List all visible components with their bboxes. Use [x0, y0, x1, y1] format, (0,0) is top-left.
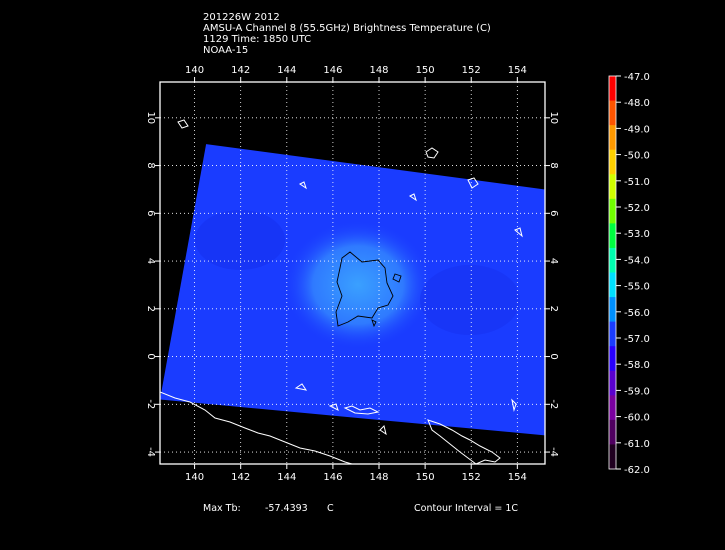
- colorbar-label: -49.0: [624, 124, 650, 135]
- colorbar-segment: [609, 297, 616, 323]
- max-tb-unit: C: [327, 503, 334, 514]
- colorbar: [609, 75, 621, 470]
- colorbar-segment: [609, 247, 616, 273]
- colorbar-label: -47.0: [624, 72, 650, 83]
- lat-label: 10: [145, 111, 156, 124]
- header: 201226W 2012 AMSU-A Channel 8 (55.5GHz) …: [203, 12, 491, 56]
- lon-label: 148: [369, 65, 388, 76]
- satellite-name: NOAA-15: [203, 45, 249, 56]
- lon-label: 144: [277, 65, 296, 76]
- colorbar-segment: [609, 149, 616, 175]
- max-tb-value: -57.4393: [265, 503, 308, 514]
- lat-label: 4: [548, 258, 559, 264]
- product-title: AMSU-A Channel 8 (55.5GHz) Brightness Te…: [203, 23, 491, 34]
- temperature-contour: [371, 319, 377, 328]
- colorbar-label: -48.0: [624, 98, 650, 109]
- coastlines: [160, 119, 523, 464]
- lon-label: 150: [416, 65, 435, 76]
- colorbar-label: -53.0: [624, 229, 650, 240]
- colorbar-label: -60.0: [624, 413, 650, 424]
- temperature-contour: [335, 251, 394, 327]
- colorbar-segment: [609, 272, 616, 298]
- lat-label: -2: [548, 399, 559, 409]
- lat-label: 2: [548, 306, 559, 312]
- cold-patch: [420, 265, 520, 335]
- colorbar-segment: [609, 419, 616, 445]
- lat-label: 0: [548, 353, 559, 359]
- colorbar-segment: [609, 125, 616, 151]
- colorbar-label: -61.0: [624, 439, 650, 450]
- axis-labels: 140 140 142 142 144 144 146 146 148 148 150 150 152 1…: [145, 65, 559, 483]
- lon-label: 152: [462, 65, 481, 76]
- lat-label: 6: [548, 210, 559, 216]
- colorbar-label: -62.0: [624, 465, 650, 476]
- lon-label: 146: [323, 65, 342, 76]
- lat-lon-grid: [160, 82, 545, 464]
- colorbar-label: -51.0: [624, 177, 650, 188]
- lon-label: 140: [185, 472, 204, 483]
- lon-label: 140: [185, 65, 204, 76]
- colorbar-label: -50.0: [624, 151, 650, 162]
- contour-interval: Contour Interval = 1C: [414, 503, 519, 514]
- lat-label: -2: [145, 399, 156, 409]
- colorbar-segment: [609, 76, 616, 102]
- lat-label: 8: [548, 162, 559, 168]
- lat-label: -4: [548, 447, 559, 457]
- colorbar-segment: [609, 346, 616, 372]
- colorbar-frame: [608, 75, 617, 470]
- warm-core: [283, 220, 433, 350]
- colorbar-segment: [609, 370, 616, 396]
- lat-label: -4: [145, 447, 156, 457]
- lon-label: 152: [462, 472, 481, 483]
- lon-label: 146: [323, 472, 342, 483]
- lat-label: 2: [145, 306, 156, 312]
- lon-label: 144: [277, 472, 296, 483]
- max-tb-label: Max Tb:: [203, 503, 241, 514]
- lat-label: 6: [145, 210, 156, 216]
- lon-label: 148: [369, 472, 388, 483]
- colorbar-label: -59.0: [624, 386, 650, 397]
- lat-label: 0: [145, 353, 156, 359]
- lon-label: 154: [508, 65, 527, 76]
- colorbar-labels: -47.0 -48.0 -49.0 -50.0 -51.0 -52.0 -53.0 -54.0…: [624, 72, 650, 476]
- temperature-contour: [392, 273, 402, 283]
- colorbar-segment: [609, 321, 616, 347]
- storm-id-year: 201226W 2012: [203, 12, 280, 23]
- colorbar-label: -52.0: [624, 203, 650, 214]
- colorbar-label: -54.0: [624, 255, 650, 266]
- colorbar-segment: [609, 444, 616, 470]
- axis-ticks: [155, 77, 550, 469]
- observation-time: 1129 Time: 1850 UTC: [203, 34, 312, 45]
- lat-label: 4: [145, 258, 156, 264]
- colorbar-label: -55.0: [624, 282, 650, 293]
- lon-label: 150: [416, 472, 435, 483]
- colorbar-segment: [609, 395, 616, 421]
- lon-label: 142: [231, 65, 250, 76]
- colorbar-label: -58.0: [624, 360, 650, 371]
- colorbar-segment: [609, 174, 616, 200]
- lat-label: 8: [145, 162, 156, 168]
- lat-label: 10: [548, 111, 559, 124]
- colorbar-segment: [609, 223, 616, 249]
- cold-patch: [195, 210, 285, 270]
- colorbar-label: -57.0: [624, 334, 650, 345]
- colorbar-label: -56.0: [624, 308, 650, 319]
- colorbar-segment: [609, 198, 616, 224]
- colorbar-segment: [609, 100, 616, 126]
- map-frame: [159, 81, 546, 465]
- lon-label: 154: [508, 472, 527, 483]
- lon-label: 142: [231, 472, 250, 483]
